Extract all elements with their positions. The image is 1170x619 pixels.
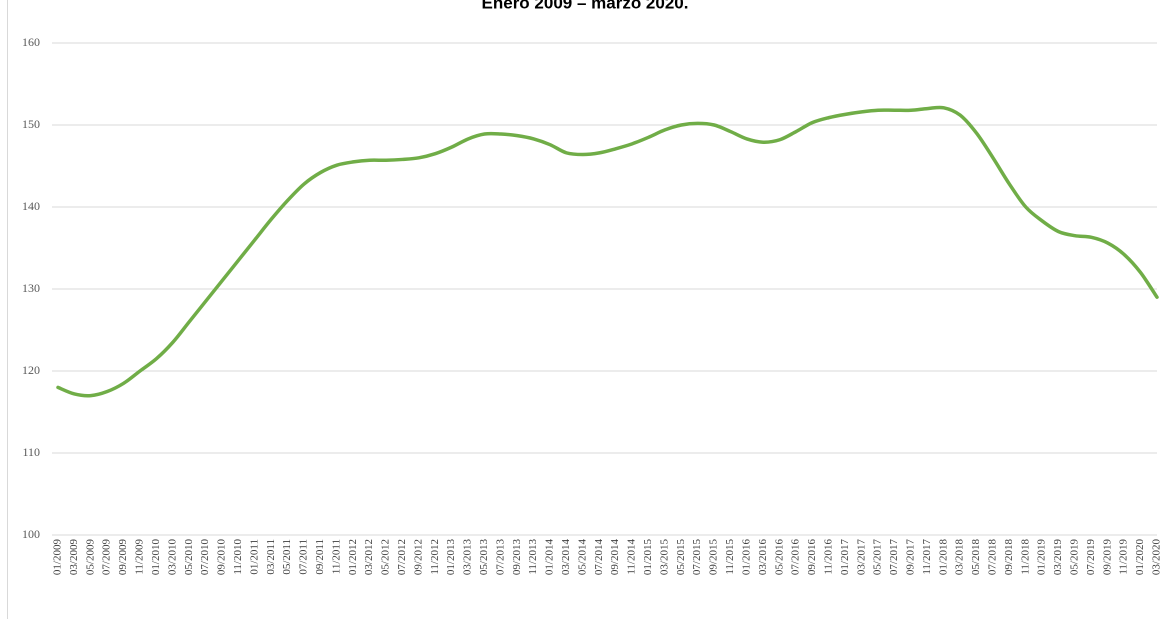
x-tick-label: 01/2018 <box>937 539 949 576</box>
x-tick-label: 05/2019 <box>1069 539 1081 576</box>
x-tick-label: 11/2011 <box>330 539 342 574</box>
x-tick-label: 03/2012 <box>363 539 375 575</box>
x-tick-label: 11/2017 <box>921 539 933 575</box>
x-tick-label: 03/2016 <box>757 539 769 576</box>
x-tick-label: 11/2012 <box>429 539 441 575</box>
x-tick-label: 01/2012 <box>347 539 359 575</box>
x-tick-label: 07/2009 <box>101 539 113 576</box>
x-tick-label: 03/2020 <box>1151 539 1163 576</box>
x-tick-label: 01/2017 <box>839 539 851 576</box>
x-tick-label: 07/2016 <box>790 539 802 576</box>
x-tick-label: 05/2014 <box>576 539 588 576</box>
x-tick-label: 11/2018 <box>1019 539 1031 575</box>
y-tick-label: 150 <box>22 117 40 131</box>
x-tick-label: 07/2017 <box>888 539 900 576</box>
x-tick-label: 09/2010 <box>216 539 228 576</box>
x-tick-label: 03/2015 <box>658 539 670 576</box>
x-tick-label: 07/2013 <box>494 539 506 576</box>
x-tick-label: 05/2012 <box>380 539 392 575</box>
x-tick-label: 07/2010 <box>199 539 211 576</box>
y-tick-label: 120 <box>22 363 40 377</box>
y-tick-label: 110 <box>22 445 40 459</box>
x-tick-label: 01/2015 <box>642 539 654 576</box>
x-tick-label: 09/2015 <box>708 539 720 576</box>
x-tick-label: 11/2016 <box>822 539 834 575</box>
chart-title: Enero 2009 – marzo 2020. <box>482 0 689 12</box>
x-tick-label: 11/2010 <box>232 539 244 575</box>
x-tick-label: 11/2013 <box>527 539 539 575</box>
x-tick-label: 11/2014 <box>626 539 638 575</box>
x-tick-label: 09/2016 <box>806 539 818 576</box>
data-line <box>56 105 1159 398</box>
x-tick-label: 03/2017 <box>855 539 867 576</box>
x-tick-label: 03/2011 <box>265 539 277 575</box>
y-tick-label: 130 <box>22 281 40 295</box>
x-tick-label: 05/2010 <box>183 539 195 576</box>
x-tick-label: 07/2014 <box>593 539 605 576</box>
x-tick-label: 07/2012 <box>396 539 408 575</box>
x-tick-label: 11/2009 <box>134 539 146 575</box>
x-tick-label: 03/2018 <box>954 539 966 576</box>
x-tick-label: 01/2013 <box>445 539 457 576</box>
x-tick-label: 03/2019 <box>1052 539 1064 576</box>
x-tick-label: 09/2012 <box>412 539 424 575</box>
x-tick-label: 09/2014 <box>609 539 621 576</box>
x-tick-label: 05/2013 <box>478 539 490 576</box>
x-tick-label: 09/2011 <box>314 539 326 575</box>
x-tick-label: 01/2011 <box>248 539 260 575</box>
x-tick-label: 07/2019 <box>1085 539 1097 576</box>
x-tick-label: 01/2016 <box>740 539 752 576</box>
x-tick-label: 11/2015 <box>724 539 736 575</box>
x-tick-label: 05/2009 <box>84 539 96 576</box>
x-tick-label: 07/2018 <box>987 539 999 576</box>
x-tick-label: 01/2009 <box>52 539 64 576</box>
x-tick-label: 09/2009 <box>117 539 129 576</box>
y-tick-label: 160 <box>22 35 40 49</box>
x-tick-label: 03/2010 <box>166 539 178 576</box>
x-tick-label: 05/2015 <box>675 539 687 576</box>
x-tick-label: 01/2014 <box>544 539 556 576</box>
x-tick-label: 05/2011 <box>281 539 293 575</box>
y-tick-label: 140 <box>22 199 40 213</box>
x-tick-label: 09/2013 <box>511 539 523 576</box>
x-tick-label: 11/2019 <box>1118 539 1130 575</box>
x-tick-label: 09/2019 <box>1101 539 1113 576</box>
x-tick-label: 03/2009 <box>68 539 80 576</box>
x-tick-label: 01/2010 <box>150 539 162 576</box>
x-tick-label: 05/2016 <box>773 539 785 576</box>
x-tick-label: 07/2015 <box>691 539 703 576</box>
x-tick-label: 03/2013 <box>462 539 474 576</box>
x-tick-label: 09/2018 <box>1003 539 1015 576</box>
y-tick-label: 100 <box>22 527 40 541</box>
x-tick-label: 07/2011 <box>298 539 310 575</box>
x-tick-label: 01/2019 <box>1036 539 1048 576</box>
x-tick-label: 01/2020 <box>1134 539 1146 576</box>
x-tick-label: 05/2017 <box>872 539 884 576</box>
x-tick-label: 09/2017 <box>904 539 916 576</box>
x-tick-label: 05/2018 <box>970 539 982 576</box>
x-tick-label: 03/2014 <box>560 539 572 576</box>
